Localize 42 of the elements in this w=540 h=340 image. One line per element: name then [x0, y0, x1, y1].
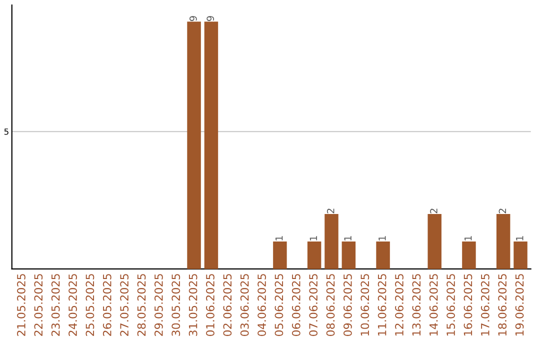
x-tick-label: 30.05.2025: [172, 274, 180, 336]
x-tick-label: 25.05.2025: [86, 274, 94, 336]
data-label: 1: [310, 236, 317, 240]
x-tick-label: 18.06.2025: [498, 274, 507, 336]
x-tick-label: 05.06.2025: [274, 274, 284, 336]
data-label: 9: [189, 16, 197, 21]
x-tick-label: 19.06.2025: [515, 274, 524, 336]
data-label: 1: [344, 236, 352, 240]
x-tick-label: 23.05.2025: [51, 274, 60, 336]
x-tick-label: 22.05.2025: [34, 274, 43, 336]
x-tick-label: 09.06.2025: [343, 274, 352, 336]
data-label: 1: [276, 236, 283, 240]
x-tick-label: 11.06.2025: [378, 274, 386, 336]
x-tick-label: 02.06.2025: [223, 274, 232, 336]
x-tick-label: 12.06.2025: [395, 274, 404, 336]
x-tick-label: 01.06.2025: [206, 274, 214, 336]
x-tick-label: 24.05.2025: [68, 274, 77, 336]
y-tick-label: 5: [4, 128, 8, 135]
data-label: 9: [206, 16, 214, 21]
data-label: 1: [516, 236, 524, 240]
data-label: 1: [378, 236, 386, 240]
data-label: 1: [464, 236, 472, 240]
data-label: 2: [326, 208, 334, 214]
x-tick-label: 26.05.2025: [102, 274, 112, 336]
x-tick-label: 03.06.2025: [240, 274, 249, 336]
x-tick-label: 29.05.2025: [154, 274, 163, 336]
x-tick-label: 13.06.2025: [412, 274, 421, 336]
x-tick-label: 07.06.2025: [309, 274, 318, 336]
x-tick-label: 27.05.2025: [120, 274, 129, 336]
x-tick-label: 08.06.2025: [326, 274, 335, 336]
x-tick-label: 17.06.2025: [480, 274, 490, 336]
x-tick-label: 04.06.2025: [258, 274, 266, 336]
data-label: 2: [498, 208, 506, 214]
x-tick-label: 06.06.2025: [292, 274, 300, 336]
x-tick-label: 15.06.2025: [446, 274, 455, 336]
x-tick-label: 31.05.2025: [188, 274, 198, 336]
x-tick-label: 28.05.2025: [137, 274, 146, 336]
data-label: 2: [430, 208, 438, 214]
x-tick-label: 21.05.2025: [17, 274, 26, 336]
x-tick-label: 16.06.2025: [464, 274, 472, 336]
x-tick-label: 10.06.2025: [360, 274, 370, 336]
x-tick-label: 14.06.2025: [429, 274, 438, 336]
